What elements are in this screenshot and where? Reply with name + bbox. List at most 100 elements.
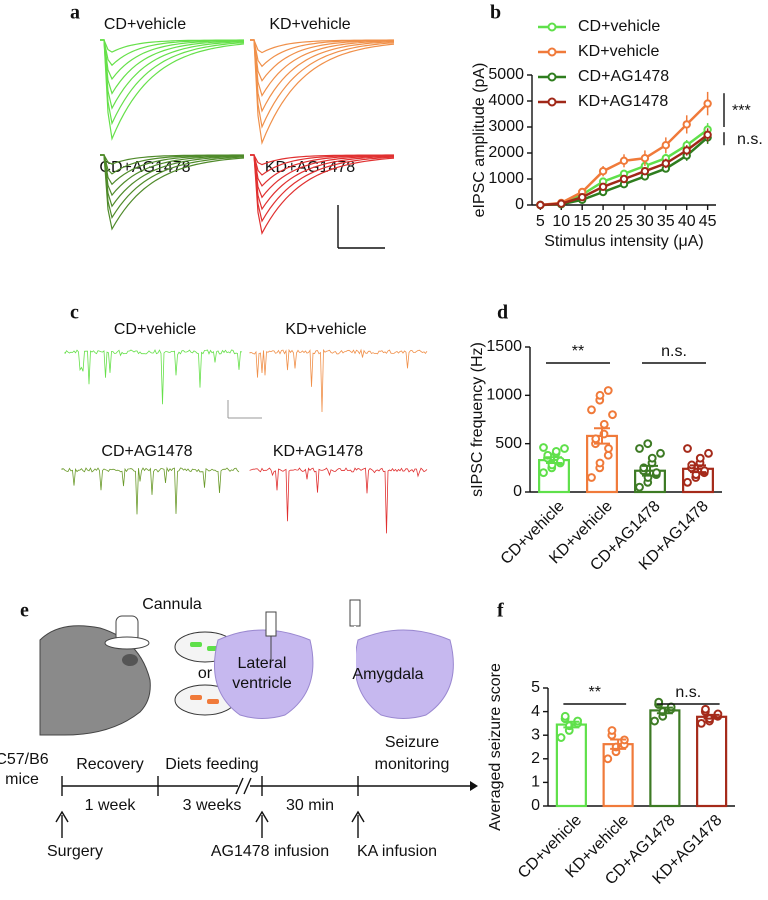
y-tick-label: 1: [531, 774, 540, 791]
trace: [250, 39, 395, 146]
point: [661, 141, 671, 150]
y-tick-label: 3: [531, 726, 540, 743]
data-point: [551, 447, 561, 456]
y-tick-label: 0: [513, 483, 522, 500]
event: KA infusion: [357, 843, 437, 860]
data-point: [650, 716, 659, 726]
data-point: [560, 444, 569, 453]
timeline-arrow: [470, 781, 478, 791]
pellet: [190, 695, 202, 700]
data-point: [595, 458, 605, 468]
error-bar: [703, 713, 720, 720]
data-point: [704, 448, 713, 458]
trace: [100, 39, 245, 126]
annotation: ***: [732, 103, 751, 120]
data-point: [603, 754, 613, 764]
point: [577, 193, 587, 202]
legend-label: KD+vehicle: [578, 43, 659, 60]
y-tick-label: 3000: [488, 118, 524, 135]
data-point: [656, 448, 665, 458]
annotation: **: [572, 343, 584, 360]
legend-marker: [547, 72, 557, 82]
y-tick-label: 1000: [488, 170, 524, 187]
cannula-icon: [265, 611, 277, 637]
trace: [100, 154, 245, 186]
y-axis-label: eIPSC amplitude (pA): [471, 63, 488, 218]
brain: [354, 629, 454, 719]
point: [640, 154, 650, 163]
point: [619, 156, 629, 166]
data-point: [696, 719, 706, 728]
annotation: n.s.: [675, 684, 701, 701]
point: [598, 167, 608, 176]
data-point: [556, 733, 566, 742]
trace: [250, 39, 395, 129]
point: [557, 199, 566, 208]
y-tick-label: 4000: [488, 92, 524, 109]
x-axis-label: Stimulus intensity (μA): [544, 233, 703, 250]
label: ventricle: [232, 675, 292, 692]
data-point: [683, 444, 692, 453]
trace-label: KD+vehicle: [285, 321, 366, 338]
trace-label: KD+vehicle: [269, 16, 350, 33]
point: [598, 182, 608, 192]
y-tick-label: 5: [531, 679, 540, 696]
mouse-eye: [122, 654, 138, 666]
point: [682, 120, 691, 129]
annotation: n.s.: [737, 131, 763, 148]
y-tick-label: 5000: [488, 66, 524, 83]
trace: [250, 154, 395, 211]
y-tick-label: 1500: [486, 338, 522, 355]
stage: monitoring: [375, 756, 450, 773]
label: Lateral: [238, 655, 287, 672]
data-point: [701, 704, 710, 714]
error-bar: [690, 464, 706, 474]
panel-label: c: [70, 302, 79, 324]
y-tick-label: 0: [531, 797, 540, 814]
data-point: [608, 410, 617, 420]
x-tick-label: 35: [657, 213, 675, 230]
timeline-break: [235, 777, 244, 795]
y-tick-label: 2: [531, 750, 540, 767]
data-point: [595, 390, 605, 400]
duration: 30 min: [286, 797, 334, 814]
trace: [100, 39, 245, 95]
label: C57/B6: [0, 751, 49, 768]
data-point: [560, 711, 570, 721]
event: Surgery: [47, 843, 103, 860]
trace-label: KD+AG1478: [273, 443, 363, 460]
x-tick-label: 5: [536, 213, 545, 230]
data-point: [603, 386, 613, 395]
error-bar: [610, 738, 627, 750]
event-arrow: [255, 810, 269, 838]
y-tick-label: 4: [531, 703, 540, 720]
schematic: [39, 205, 478, 838]
legend-label: CD+AG1478: [578, 68, 669, 85]
label: Cannula: [142, 596, 202, 613]
trace-label: CD+AG1478: [101, 443, 192, 460]
error-bar: [656, 706, 673, 715]
annotation: n.s.: [661, 343, 687, 360]
trace: [100, 39, 245, 141]
error-bar: [563, 720, 580, 729]
panel-label: d: [497, 302, 508, 324]
trace: [100, 39, 245, 110]
panel-label: f: [497, 600, 504, 622]
trace: [100, 154, 245, 208]
panel-label: a: [70, 2, 80, 24]
trace: [250, 39, 395, 82]
legend-label: CD+vehicle: [578, 18, 660, 35]
data-point: [591, 434, 601, 444]
trace: [250, 154, 395, 199]
pellet: [190, 642, 202, 647]
label: or: [198, 665, 213, 682]
error-bar: [546, 456, 562, 464]
y-axis-label: Averaged seizure score: [487, 663, 504, 831]
y-tick-label: 500: [495, 435, 522, 452]
trace: [250, 154, 395, 235]
point: [661, 159, 671, 168]
x-tick-label: 40: [678, 213, 696, 230]
y-tick-label: 0: [515, 196, 524, 213]
trace: [100, 154, 245, 231]
